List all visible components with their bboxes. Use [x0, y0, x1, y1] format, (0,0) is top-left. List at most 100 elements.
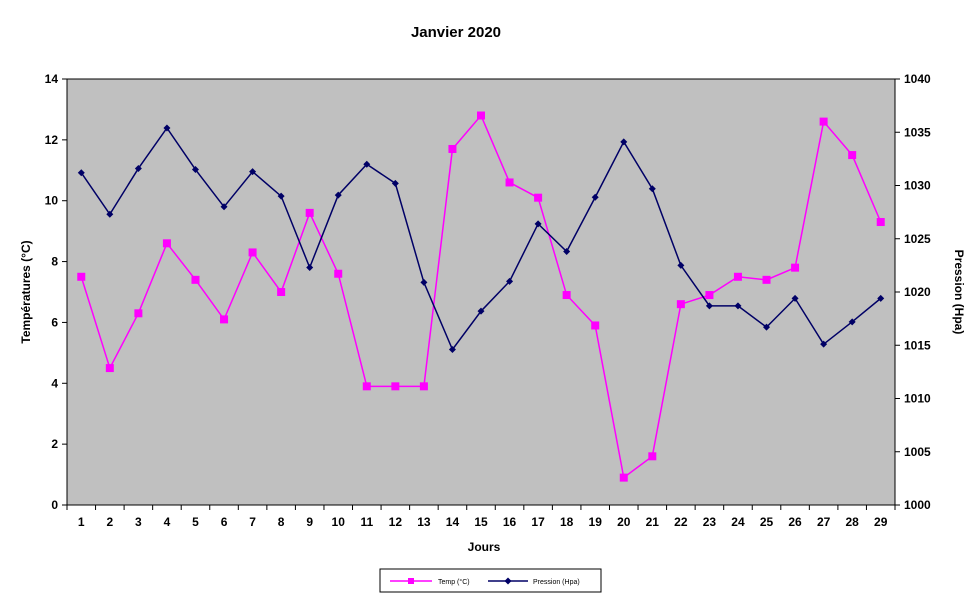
x-tick-label: 21	[646, 515, 660, 529]
data-point-pression	[363, 160, 371, 168]
x-tick-label: 3	[135, 515, 142, 529]
data-point-pression	[705, 302, 713, 310]
x-tick-label: 9	[306, 515, 313, 529]
data-point-pression	[191, 166, 199, 174]
data-point-pression	[591, 193, 599, 201]
right-tick-label: 1000	[904, 498, 931, 512]
data-point-temp	[791, 263, 800, 272]
legend-label-temp: Temp (°C)	[438, 578, 470, 586]
data-point-temp	[591, 321, 600, 330]
data-point-pression	[277, 192, 285, 200]
data-point-pression	[391, 179, 399, 187]
left-tick-label: 12	[45, 133, 59, 147]
x-tick-label: 11	[360, 515, 373, 529]
x-tick-label: 7	[249, 515, 256, 529]
x-tick-label: 26	[788, 515, 802, 529]
x-tick-label: 20	[617, 515, 631, 529]
data-point-temp	[305, 208, 314, 217]
legend-label-pression: Pression (Hpa)	[533, 579, 580, 586]
data-point-pression	[877, 294, 885, 302]
data-point-temp	[733, 272, 742, 281]
data-point-temp	[105, 364, 114, 373]
x-tick-label: 24	[731, 515, 745, 529]
left-tick-label: 0	[51, 498, 58, 512]
data-point-temp	[220, 315, 229, 324]
data-point-pression	[306, 264, 314, 272]
x-tick-label: 28	[845, 515, 859, 529]
data-point-temp	[505, 178, 514, 187]
x-tick-label: 6	[221, 515, 228, 529]
left-tick-label: 2	[51, 437, 58, 451]
x-tick-label: 14	[446, 515, 460, 529]
right-tick-label: 1030	[904, 179, 931, 193]
data-point-pression	[477, 307, 485, 315]
right-y-axis: 1000 1005 1010 1015 1020 1025 1030 1035 1040	[894, 72, 931, 512]
x-tick-label: 19	[589, 515, 603, 529]
data-point-pression	[791, 294, 799, 302]
data-point-pression	[163, 124, 171, 132]
x-tick-label: 17	[531, 515, 545, 529]
legend-marker-temp	[408, 578, 414, 584]
data-point-pression	[534, 220, 542, 228]
x-tick-label: 15	[474, 515, 488, 529]
data-point-pression	[563, 248, 571, 256]
data-point-temp	[248, 248, 257, 257]
data-point-pression	[106, 210, 114, 218]
right-axis-label: Pression (Hpa)	[952, 250, 966, 335]
data-point-temp	[676, 300, 685, 309]
left-tick-label: 6	[51, 315, 58, 329]
data-point-temp	[705, 291, 714, 300]
x-tick-label: 16	[503, 515, 517, 529]
data-point-temp	[448, 144, 457, 153]
left-tick-label: 10	[45, 194, 59, 208]
plot-area	[66, 78, 896, 506]
data-point-temp	[876, 218, 885, 227]
data-point-pression	[763, 323, 771, 331]
data-point-pression	[134, 164, 142, 172]
data-point-temp	[562, 291, 571, 300]
x-tick-label: 12	[389, 515, 403, 529]
x-axis-label: Jours	[468, 540, 501, 554]
legend-marker-pression	[504, 577, 512, 585]
x-tick-label: 2	[106, 515, 113, 529]
data-point-temp	[334, 269, 343, 278]
data-point-pression	[648, 185, 656, 193]
x-tick-label: 29	[874, 515, 888, 529]
right-tick-label: 1005	[904, 445, 931, 459]
data-point-pression	[77, 169, 85, 177]
data-point-pression	[420, 278, 428, 286]
left-y-axis: 0 2 4 6 8 10 12 14	[45, 72, 68, 512]
x-tick-label: 22	[674, 515, 688, 529]
chart-title: Janvier 2020	[411, 24, 501, 41]
data-point-pression	[249, 168, 257, 176]
right-tick-label: 1025	[904, 232, 931, 246]
data-point-temp	[477, 111, 485, 120]
x-tick-label: 23	[703, 515, 717, 529]
x-tick-label: 1	[78, 515, 85, 529]
left-axis-label: Températures (°C)	[19, 240, 33, 343]
left-tick-label: 8	[51, 255, 58, 269]
right-tick-label: 1020	[904, 285, 931, 299]
data-point-pression	[448, 346, 456, 354]
right-tick-label: 1040	[904, 72, 931, 86]
x-tick-label: 27	[817, 515, 831, 529]
data-point-pression	[334, 191, 342, 199]
x-tick-label: 8	[278, 515, 285, 529]
x-tick-label: 10	[332, 515, 346, 529]
data-point-temp	[819, 117, 828, 126]
data-point-temp	[619, 473, 628, 482]
x-tick-label: 13	[417, 515, 431, 529]
data-point-temp	[848, 151, 857, 160]
data-point-temp	[419, 382, 428, 391]
right-tick-label: 1015	[904, 338, 931, 352]
left-tick-label: 14	[45, 72, 59, 86]
x-axis: 1 2 3 4 5 6 7 8 9 10 11 12 13 14 15 16 17 18 19 20 21 22 23 24 2…	[66, 505, 896, 529]
data-point-temp	[362, 382, 371, 391]
right-tick-label: 1035	[904, 125, 931, 139]
data-point-temp	[762, 275, 771, 284]
data-point-temp	[648, 452, 657, 461]
data-point-temp	[191, 275, 200, 284]
data-point-temp	[134, 309, 143, 318]
data-point-temp	[534, 193, 543, 202]
